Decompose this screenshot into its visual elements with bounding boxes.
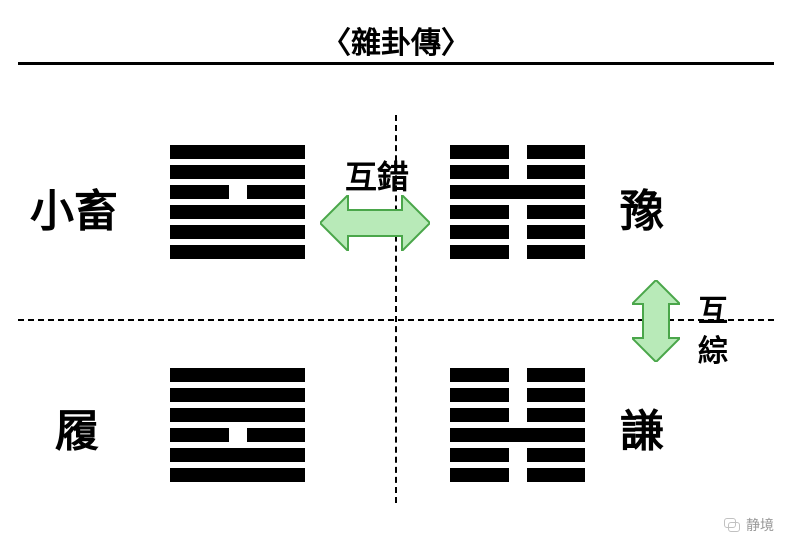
watermark-text: 静境 xyxy=(746,515,774,535)
label-top-left: 小畜 xyxy=(30,175,118,239)
yang-line xyxy=(170,245,305,259)
yang-line xyxy=(170,205,305,219)
yin-line xyxy=(170,185,305,199)
label-bottom-right: 謙 xyxy=(620,395,664,459)
hexagram-top-right xyxy=(450,145,585,260)
yin-line xyxy=(450,468,585,482)
horizontal-double-arrow xyxy=(320,195,430,256)
yang-line xyxy=(170,468,305,482)
yin-line xyxy=(450,145,585,159)
vertical-arrow-label-top: 互 xyxy=(698,286,728,330)
yin-line xyxy=(450,165,585,179)
watermark: 静境 xyxy=(724,515,774,535)
horizontal-arrow-label: 互錯 xyxy=(345,152,409,198)
title-divider xyxy=(18,62,774,65)
yang-line xyxy=(170,225,305,239)
vertical-double-arrow xyxy=(632,280,680,367)
yin-line xyxy=(450,408,585,422)
yang-line xyxy=(170,145,305,159)
yin-line xyxy=(170,428,305,442)
yin-line xyxy=(450,388,585,402)
yang-line xyxy=(170,388,305,402)
yin-line xyxy=(450,245,585,259)
label-top-right: 豫 xyxy=(620,175,664,239)
yin-line xyxy=(450,368,585,382)
label-bottom-left: 履 xyxy=(55,395,99,459)
hexagram-bottom-left xyxy=(170,368,305,483)
yang-line xyxy=(170,165,305,179)
vertical-arrow-label-bottom: 綜 xyxy=(698,326,728,370)
yin-line xyxy=(450,448,585,462)
yang-line xyxy=(450,185,585,199)
hexagram-top-left xyxy=(170,145,305,260)
yang-line xyxy=(170,368,305,382)
yang-line xyxy=(450,428,585,442)
yang-line xyxy=(170,448,305,462)
diagram-title: 〈雜卦傳〉 xyxy=(0,18,792,62)
diagram-root: 〈雜卦傳〉 小畜 豫 履 謙 互錯 互 綜 静境 xyxy=(0,0,792,553)
wechat-icon xyxy=(724,518,740,532)
yin-line xyxy=(450,225,585,239)
yang-line xyxy=(170,408,305,422)
yin-line xyxy=(450,205,585,219)
hexagram-bottom-right xyxy=(450,368,585,483)
